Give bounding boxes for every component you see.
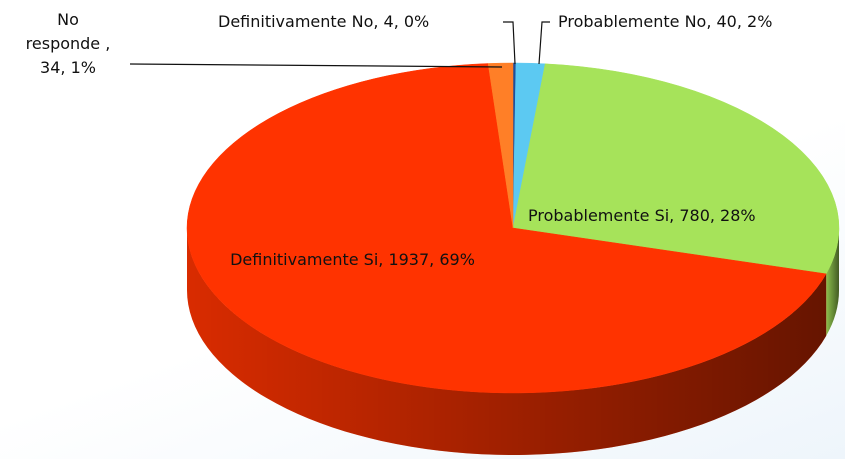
pie-slice — [512, 63, 840, 275]
leader-line — [538, 21, 550, 65]
leader-line — [129, 63, 503, 68]
pie-slice — [487, 62, 514, 229]
pie-slice — [186, 63, 827, 394]
leader-line — [503, 21, 516, 65]
pie-side-shade — [826, 228, 840, 336]
data-label: No responde , 34, 1% — [25, 10, 111, 77]
pie-tops — [186, 62, 840, 394]
pie-sides — [187, 228, 840, 455]
data-label: Definitivamente No, 4, 0% — [218, 12, 430, 31]
pie-side-shade — [187, 228, 827, 455]
data-label: Definitivamente Si, 1937, 69% — [230, 250, 475, 269]
data-label: Probablemente No, 40, 2% — [558, 12, 773, 31]
data-label: Probablemente Si, 780, 28% — [528, 206, 756, 225]
